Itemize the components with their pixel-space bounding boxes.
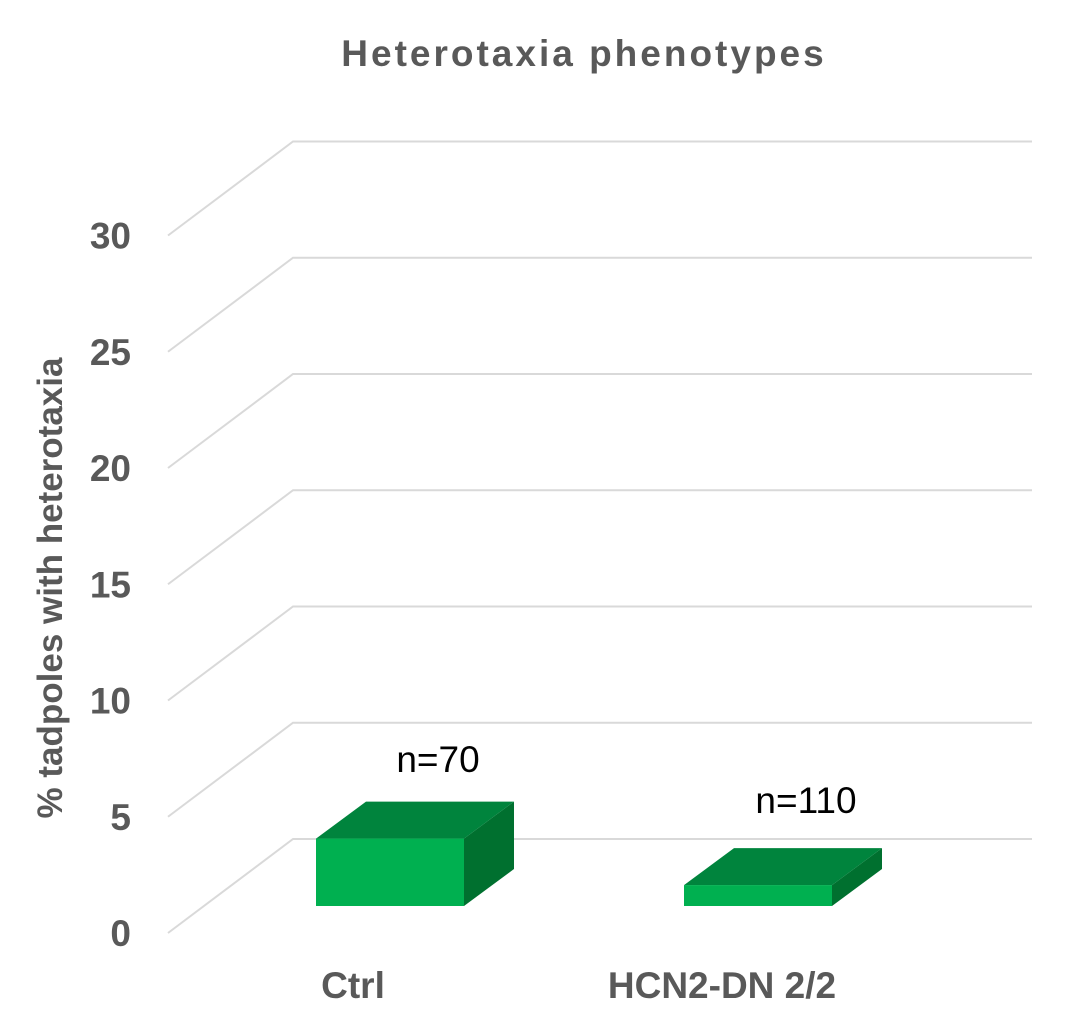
grid-line-15 [167, 489, 1032, 586]
bar-side-face [464, 801, 514, 906]
grid-line-25 [167, 256, 1032, 353]
bar-front-face [684, 885, 832, 906]
x-category-label-1: HCN2-DN 2/2 [608, 965, 836, 1006]
grid-line-10 [167, 605, 1032, 702]
chart-title: Heterotaxia phenotypes [341, 33, 826, 74]
grid-lines [167, 140, 1032, 934]
bar-annotation-1: n=110 [755, 780, 856, 821]
bars [316, 801, 882, 906]
y-tick-label-5: 5 [110, 797, 131, 838]
y-tick-label-25: 25 [90, 332, 131, 373]
y-tick-label-10: 10 [90, 681, 131, 722]
bar-top-face [316, 801, 514, 839]
bar-top-face [684, 848, 882, 886]
bar-annotation-0: n=70 [396, 739, 479, 780]
grid-line-5 [167, 721, 1032, 818]
y-axis-ticks: 0 5 10 15 20 25 30 [90, 216, 131, 955]
bar-annotations: n=70 n=110 [396, 739, 856, 821]
bar-hcn2-dn-2-2 [684, 848, 882, 906]
y-axis-label: % tadpoles with heterotaxia [31, 357, 70, 818]
x-axis-categories: Ctrl HCN2-DN 2/2 [321, 965, 836, 1006]
grid-line-20 [167, 373, 1032, 469]
grid-line-30 [167, 140, 1032, 237]
x-category-label-0: Ctrl [321, 965, 385, 1006]
bar-ctrl [316, 801, 514, 906]
y-tick-label-15: 15 [90, 564, 131, 605]
y-tick-label-20: 20 [90, 448, 131, 489]
grid-line-0 [167, 838, 1032, 934]
bar-side-face [832, 848, 882, 906]
bar-front-face [316, 838, 464, 906]
y-tick-label-0: 0 [110, 913, 131, 954]
y-tick-label-30: 30 [90, 216, 131, 257]
